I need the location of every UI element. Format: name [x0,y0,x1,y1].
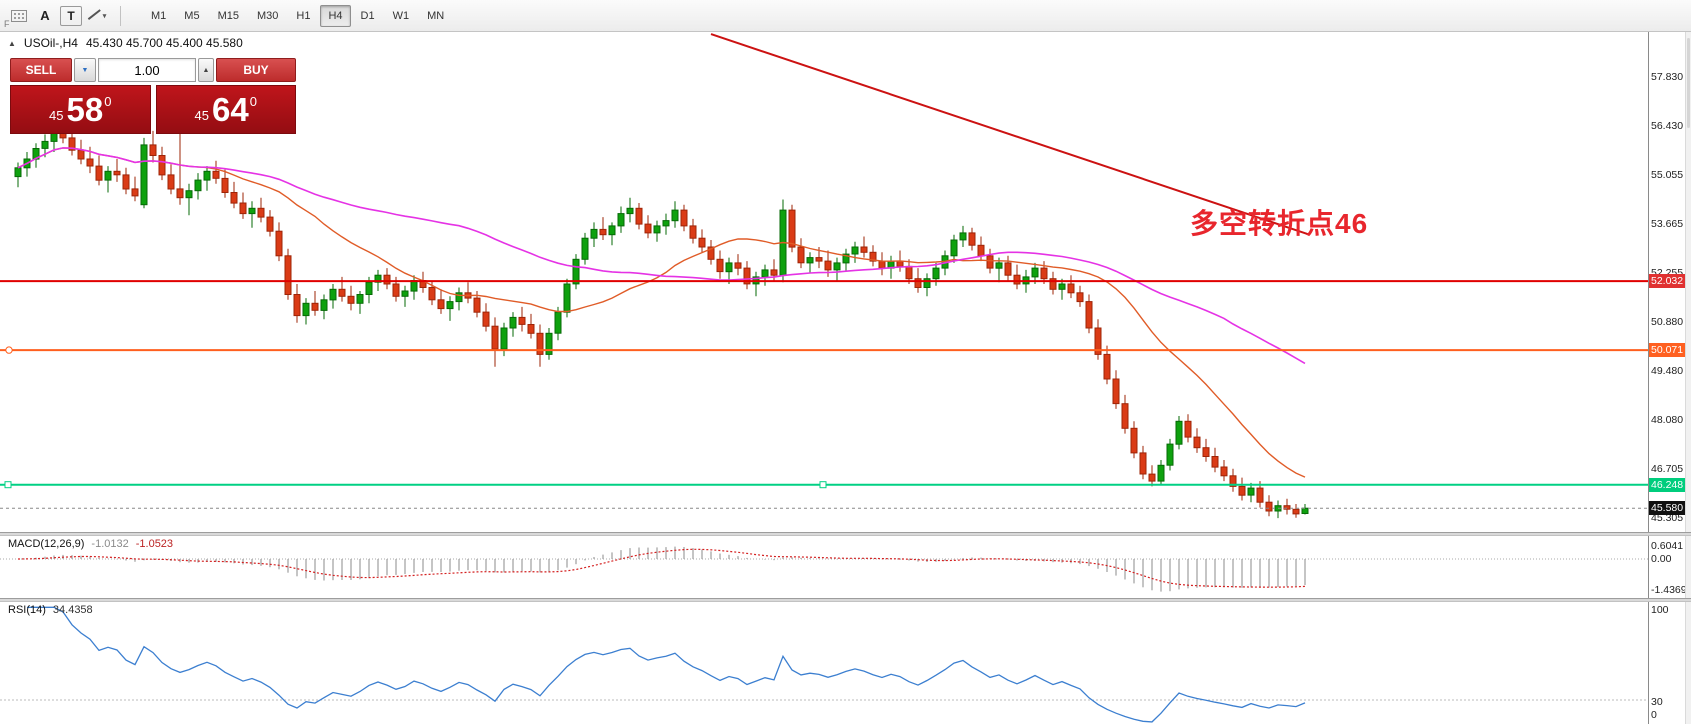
price-badge: 45.580 [1649,501,1685,516]
macd-main-value: -1.0132 [91,538,129,550]
rsi-axis-label: 0 [1651,709,1657,721]
macd-axis[interactable]: 0.6041 0.00 -1.4369 [1649,536,1687,598]
price-axis-label: 57.830 [1651,71,1684,83]
candlestick-series [14,85,1309,519]
volume-input[interactable] [98,58,196,82]
pane-splitter[interactable] [0,532,1691,536]
pane-splitter[interactable] [0,598,1691,602]
line-handle [4,481,12,489]
main-chart-canvas[interactable] [0,32,1648,532]
axis-border-line [1648,32,1649,724]
sell-price-integer: 45 [49,108,64,123]
chevron-up-icon: ▲ [202,66,210,74]
timeframe-m1[interactable]: M1 [143,5,174,27]
macd-canvas [0,546,1648,592]
timeframe-m15[interactable]: M15 [210,5,247,27]
price-axis-label: 55.055 [1651,168,1684,181]
timeframe-w1[interactable]: W1 [385,5,418,27]
price-badge: 50.071 [1649,343,1685,358]
price-axis-label: 48.080 [1651,414,1684,427]
main-chart-pane[interactable]: ▲ USOil-,H4 45.430 45.700 45.400 45.580 … [0,32,1691,532]
rsi-pane[interactable]: RSI(14) 34.4358 100 30 0 [0,602,1691,724]
price-axis[interactable]: 57.83056.43055.05553.66552.25550.88049.4… [1649,32,1685,532]
price-badge: 52.032 [1649,274,1685,289]
chevron-down-icon: ▼ [81,66,89,74]
symbol-row: ▲ USOil-,H4 45.430 45.700 45.400 45.580 [8,36,243,50]
rsi-canvas [0,606,1648,723]
symbol-label: USOil-,H4 [23,36,78,50]
line-handle [819,481,827,489]
timeframe-m30[interactable]: M30 [249,5,286,27]
macd-histogram [26,546,1306,592]
text-tool-button[interactable]: T [60,5,82,26]
volume-dropdown-button[interactable]: ▼ [74,58,96,82]
price-axis-label: 46.705 [1651,462,1684,475]
timeframe-h4[interactable]: H4 [320,4,351,27]
buy-price-integer: 45 [194,108,209,123]
rsi-line [27,606,1306,723]
rsi-axis[interactable]: 100 30 0 [1649,602,1685,724]
price-badge: 46.248 [1649,477,1685,492]
timeframe-mn[interactable]: MN [419,5,452,27]
toolbar: F A T ▾ M1 M5 M15 M30 H1 H4 D1 W1 MN [0,0,1691,32]
price-axis-label: 53.665 [1651,217,1684,230]
macd-axis-label: -1.4369 [1651,584,1687,596]
timeframe-d1[interactable]: D1 [353,5,383,27]
ohlc-values: 45.430 45.700 45.400 45.580 [85,36,243,50]
macd-signal-line [17,548,1306,588]
rsi-name: RSI(14) [8,604,46,616]
ma-slow-line [17,147,1306,365]
rsi-axis-label: 100 [1651,604,1669,616]
macd-signal-value: -1.0523 [135,538,174,550]
macd-axis-label: 0.6041 [1651,540,1684,552]
price-axis-label: 56.430 [1651,120,1684,133]
timeframe-h1[interactable]: H1 [288,5,318,27]
docked-toolbar-label: F [4,19,10,29]
rsi-axis-label: 30 [1651,696,1663,708]
sell-price-tile[interactable]: 45 58 0 [10,85,151,134]
rsi-label: RSI(14) 34.4358 [8,604,93,616]
trendline-tool-icon [88,9,102,22]
sell-price-point: 0 [104,94,112,109]
one-click-trade-panel: SELL ▼ ▲ BUY 45 58 0 45 64 0 [10,58,296,134]
macd-pane[interactable]: MACD(12,26,9) -1.0132 -1.0523 0.6041 0.00… [0,536,1691,598]
vertical-scrollbar[interactable] [1685,32,1691,724]
buy-price-point: 0 [249,94,257,109]
toolbar-separator [120,5,121,26]
sell-button[interactable]: SELL [10,58,72,82]
volume-up-button[interactable]: ▲ [198,58,214,82]
price-axis-label: 50.880 [1651,315,1684,328]
line-handle [5,346,13,354]
macd-axis-label: 0.00 [1651,553,1672,565]
macd-name: MACD(12,26,9) [8,538,85,550]
timeframe-m5[interactable]: M5 [176,5,207,27]
buy-price-pips: 64 [212,91,249,128]
price-axis-label: 49.480 [1651,364,1684,377]
rsi-value: 34.4358 [52,604,93,616]
indicators-grid-icon[interactable] [8,5,30,27]
macd-label: MACD(12,26,9) -1.0132 -1.0523 [8,538,173,550]
grid-icon [11,9,27,22]
buy-button[interactable]: BUY [216,58,296,82]
timeframe-toolbar: M1 M5 M15 M30 H1 H4 D1 W1 MN [143,4,452,27]
scrollbar-thumb[interactable] [1687,38,1690,128]
cursor-tool-button[interactable]: A [40,8,50,23]
chevron-down-icon: ▾ [102,12,107,20]
descending-trendline [710,33,1310,236]
chart-text-annotation[interactable]: 多空转折点46 [1190,208,1369,239]
ma-fast-line [17,147,1306,478]
pane-collapse-icon[interactable]: ▲ [8,38,16,48]
buy-price-tile[interactable]: 45 64 0 [155,85,296,134]
sell-price-pips: 58 [66,91,104,128]
draw-tool-button[interactable]: ▾ [86,5,108,27]
